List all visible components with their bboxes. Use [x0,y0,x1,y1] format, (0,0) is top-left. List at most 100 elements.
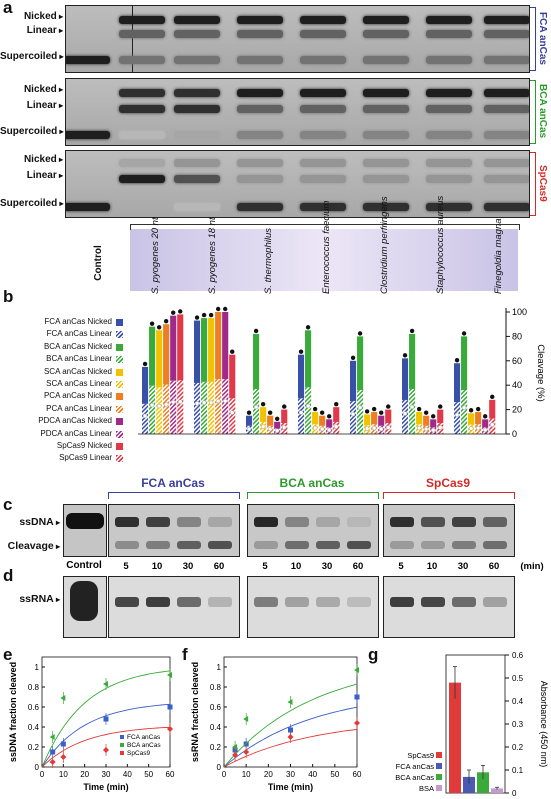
data-point [326,427,332,433]
gel-band [177,517,201,527]
band-label: Linear [0,25,63,36]
gel-band [119,56,165,64]
data-point [178,309,183,314]
legend-label: SCA anCas Nicked [43,366,112,376]
data-point [246,426,252,432]
lane-label: Control [93,245,104,281]
data-point [354,667,359,673]
y-tick-label: 0.6 [512,651,524,660]
gel-band [208,517,232,527]
data-point [50,749,56,755]
gel-band [174,56,220,64]
gel-band [119,159,165,167]
gel-image [65,150,530,218]
bar-linear [142,403,149,434]
gel-band [237,105,283,113]
bar-nicked [319,415,326,426]
legend-label: PDCA anCas Linear [40,428,112,438]
y-tick-label: 0 [512,429,517,439]
gel-band [119,131,165,139]
fit-curve [41,726,171,768]
data-point [103,716,109,722]
bar-nicked [260,407,267,422]
time-label: 5 [123,561,129,572]
legend-label: SpCas9 [127,750,151,757]
lane-divider [132,6,133,72]
y-tick-label: 0.4 [28,723,40,732]
gel-band [426,30,472,38]
data-point [287,699,293,705]
data-point [149,402,155,408]
ssdna-gel [108,504,240,557]
gel-band [146,597,170,607]
bar-nicked [357,336,364,391]
ssrna-gel [247,576,379,638]
gel-band [484,30,529,38]
legend-label: FCA anCas [127,734,161,741]
bar-linear [208,381,215,434]
bar [449,682,461,793]
gel-band [426,89,472,97]
legend-label: SpCas9 Linear [59,453,112,463]
data-point [156,403,162,409]
gel-band [300,89,346,97]
gel-band [177,597,201,607]
data-point [163,402,169,407]
gel-band [363,56,409,64]
x-axis-label: Time (min) [83,782,128,792]
legend-swatch [116,381,123,388]
data-point [431,414,436,419]
bar-nicked [281,409,288,424]
data-point [60,695,66,701]
gel-band [285,597,309,607]
gel-band [347,517,371,527]
gel-band [421,517,445,527]
bar-nicked [267,415,274,426]
legend-label: PCA anCas Linear [46,403,112,413]
data-point [378,426,384,432]
data-point [267,410,273,415]
bar-nicked [350,360,357,402]
time-label: 5 [398,561,404,572]
gel-band [300,131,346,139]
gel-band [285,517,309,527]
data-point [232,752,239,758]
time-label: 10 [426,561,438,572]
data-point [357,331,363,336]
gel-band [174,203,220,211]
gel-band [70,581,98,621]
gel-band [237,203,283,211]
gel-band [483,597,507,607]
y-axis-label: Absorbance (450 nm) [539,681,549,768]
legend-swatch [116,405,123,413]
gel-band [363,159,409,167]
gel-band [484,16,529,24]
bar-nicked [229,354,236,399]
ssrna-gel [383,576,515,638]
gel-band [484,175,529,183]
data-point [223,306,228,312]
gel-band [452,517,476,527]
legend-label: BSA [419,784,434,793]
data-point [222,398,228,404]
x-tick-label: 60 [166,770,175,779]
legend-marker [120,735,124,739]
legend-swatch [436,752,442,758]
data-point [327,414,332,419]
data-point [461,405,467,410]
data-point [208,400,214,405]
gel-band [347,541,371,549]
panel-g-chart: 0 0.1 0.2 0.3 0.4 0.5 0.6 Absorbance (450 nm) Sp… [395,651,549,798]
bar-nicked [253,333,260,389]
gel-band [237,131,283,139]
legend-label: SpCas9 Nicked [56,441,112,450]
enzyme-bracket [530,7,536,71]
data-point [385,425,391,430]
lane-label: Clostridium perfringens [379,196,390,294]
data-point [288,727,293,733]
gel-band [174,131,220,139]
gel-band [115,597,139,607]
x-tick-label: 40 [123,770,132,779]
data-point [416,406,422,412]
y-tick-label: 60 [512,356,522,366]
